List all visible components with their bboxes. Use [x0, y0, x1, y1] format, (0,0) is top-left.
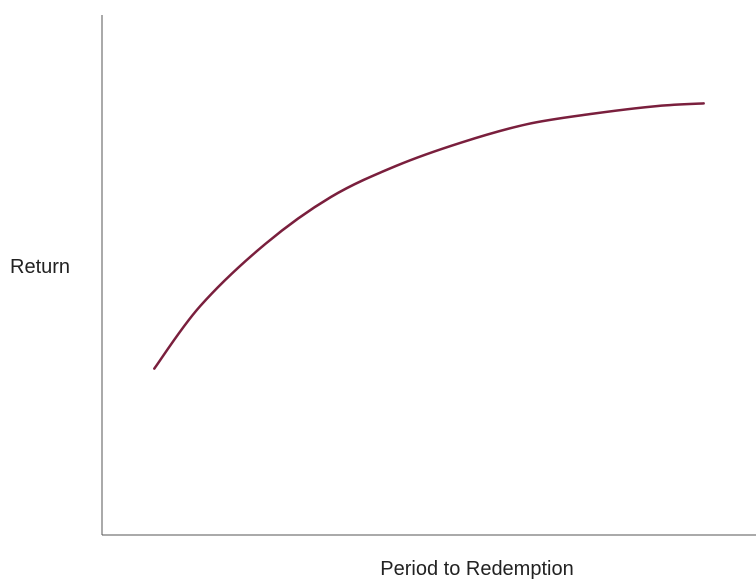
series-layer [153, 102, 705, 370]
y-axis-label: Return [10, 256, 70, 278]
x-axis-label: Period to Redemption [380, 558, 573, 580]
series-line-0 [153, 102, 705, 370]
